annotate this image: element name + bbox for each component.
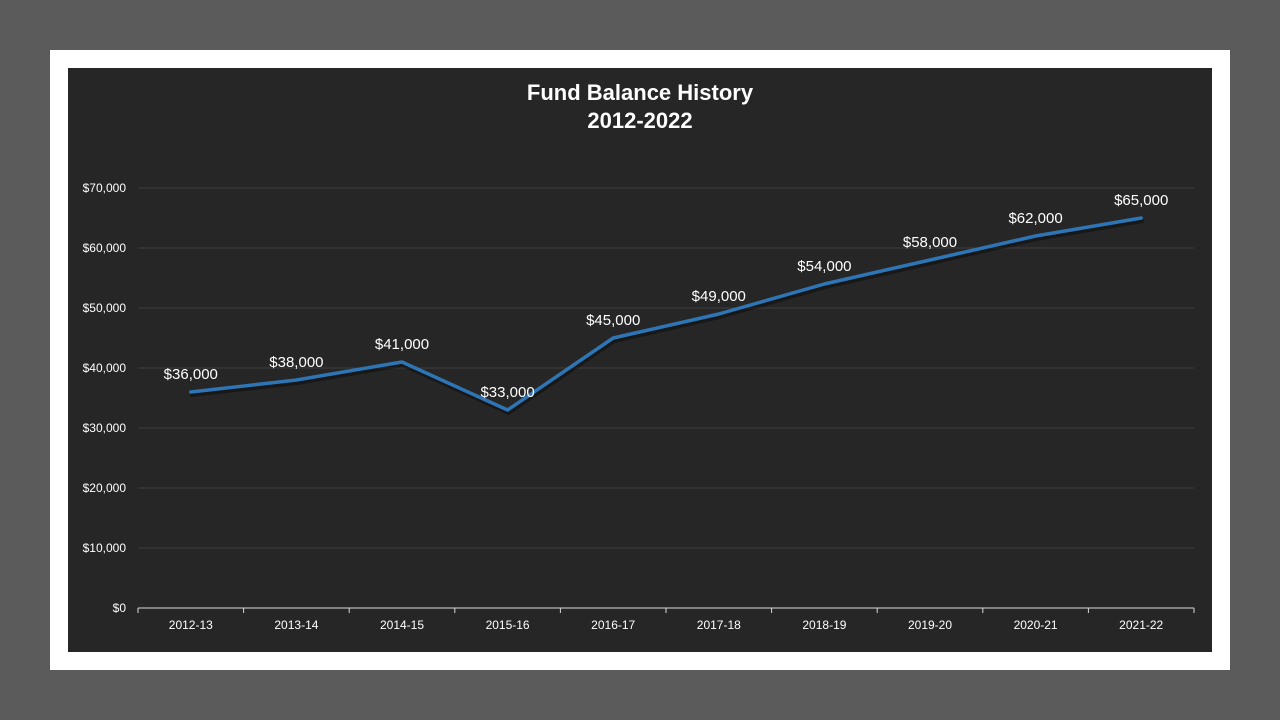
- x-tick-label: 2012-13: [169, 618, 213, 632]
- x-tick-label: 2017-18: [697, 618, 741, 632]
- chart-subtitle: 2012-2022: [587, 108, 692, 133]
- data-point: [717, 312, 721, 316]
- data-point: [1139, 216, 1143, 220]
- x-tick-label: 2019-20: [908, 618, 952, 632]
- data-labels: $36,000 $38,000 $41,000 $33,000 $45,000 $49,0…: [164, 192, 1169, 401]
- y-tick-label: $20,000: [83, 481, 127, 495]
- data-label: $65,000: [1114, 192, 1168, 209]
- series: [189, 216, 1145, 415]
- series-line: [189, 216, 1143, 412]
- y-tick-label: $30,000: [83, 421, 127, 435]
- chart-title: Fund Balance History: [527, 80, 754, 105]
- x-tick-label: 2014-15: [380, 618, 424, 632]
- data-point: [189, 390, 193, 394]
- y-tick-label: $60,000: [83, 241, 127, 255]
- y-tick-label: $50,000: [83, 301, 127, 315]
- data-label: $36,000: [164, 366, 218, 383]
- data-point: [822, 282, 826, 286]
- data-label: $41,000: [375, 336, 429, 353]
- data-label: $58,000: [903, 234, 957, 251]
- data-point: [400, 360, 404, 364]
- data-label: $49,000: [692, 288, 746, 305]
- gridlines: [138, 187, 1194, 549]
- y-tick-label: $40,000: [83, 361, 127, 375]
- data-point: [1034, 234, 1038, 238]
- x-tick-label: 2015-16: [486, 618, 530, 632]
- data-label: $38,000: [269, 354, 323, 371]
- x-tick-label: 2016-17: [591, 618, 635, 632]
- data-label: $33,000: [480, 384, 534, 401]
- series-line-shadow: [189, 219, 1145, 415]
- data-point: [611, 336, 615, 340]
- slide-frame: Fund Balance History 2012-2022 $0 $10,000…: [50, 50, 1230, 670]
- x-axis: [137, 607, 1195, 613]
- x-axis-tick-labels: 2012-13 2013-14 2014-15 2015-16 2016-17 2017-…: [169, 618, 1164, 632]
- line-chart: Fund Balance History 2012-2022 $0 $10,000…: [83, 80, 1195, 632]
- data-label: $62,000: [1008, 210, 1062, 227]
- x-tick-label: 2020-21: [1014, 618, 1058, 632]
- y-axis-tick-labels: $0 $10,000 $20,000 $30,000 $40,000 $50,000 $60…: [83, 181, 127, 615]
- data-label: $45,000: [586, 312, 640, 329]
- x-tick-label: 2018-19: [802, 618, 846, 632]
- data-point: [506, 408, 510, 412]
- y-tick-label: $0: [113, 601, 127, 615]
- x-tick-label: 2013-14: [274, 618, 318, 632]
- chart-panel: Fund Balance History 2012-2022 $0 $10,000…: [68, 68, 1212, 652]
- data-point: [294, 378, 298, 382]
- x-tick-label: 2021-22: [1119, 618, 1163, 632]
- y-tick-label: $10,000: [83, 541, 127, 555]
- data-label: $54,000: [797, 258, 851, 275]
- y-tick-label: $70,000: [83, 181, 127, 195]
- data-point: [928, 258, 932, 262]
